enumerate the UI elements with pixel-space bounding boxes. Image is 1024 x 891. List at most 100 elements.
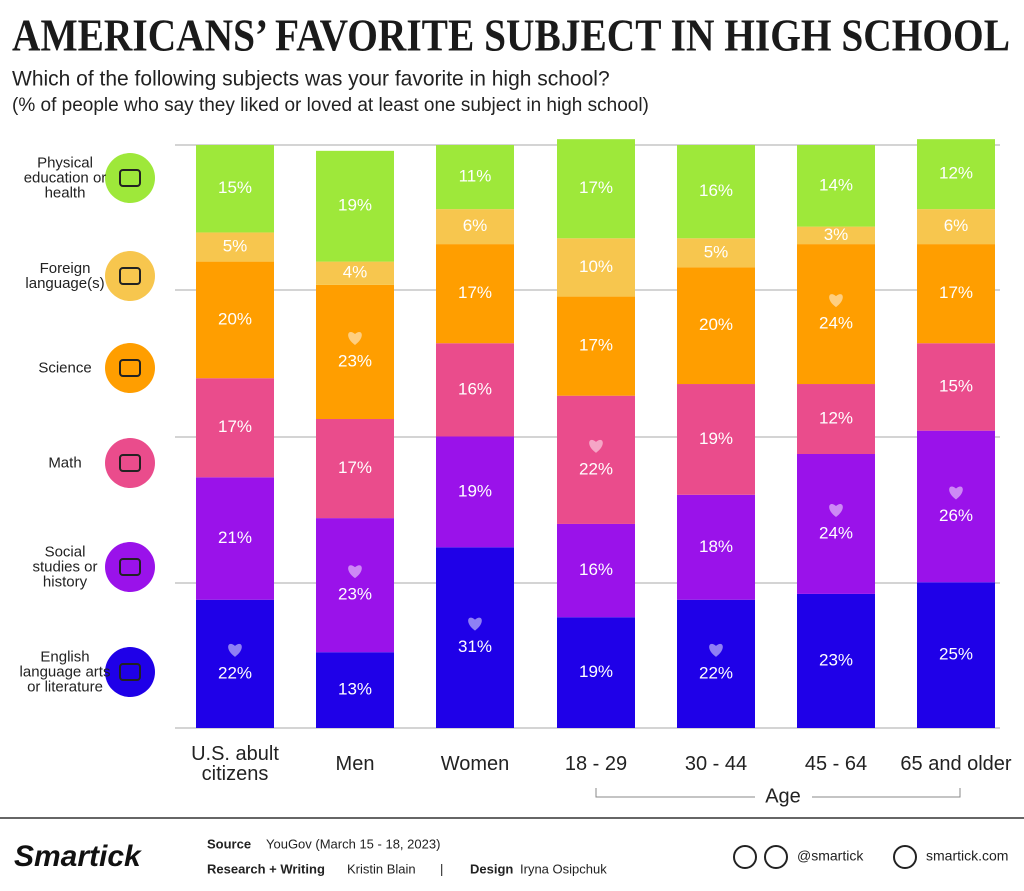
value-label: 17% <box>579 178 613 197</box>
bar-segment <box>797 593 875 728</box>
value-label: 14% <box>819 175 853 194</box>
bar-segment <box>436 145 514 210</box>
value-label: 5% <box>704 242 729 261</box>
research-label: Research + Writing <box>207 861 325 876</box>
x-tick-label: Men <box>335 753 375 775</box>
value-label: 10% <box>579 257 613 276</box>
bar-segment <box>316 261 394 285</box>
bar-segment <box>316 419 394 519</box>
favorite-heart <box>949 486 963 500</box>
bar-segment <box>797 226 875 245</box>
bar-segment <box>196 477 274 600</box>
legend-icon-glyph <box>119 267 141 285</box>
value-label: 25% <box>939 645 973 664</box>
bar-segment <box>917 343 995 431</box>
value-label: 23% <box>338 585 372 604</box>
bar-segment <box>677 384 755 495</box>
legend-label: Math <box>48 454 82 472</box>
bar-segment <box>557 523 635 618</box>
bar-segment <box>917 139 995 210</box>
legend-icon <box>105 343 155 393</box>
value-label: 17% <box>579 336 613 355</box>
value-label: 26% <box>939 506 973 525</box>
age-bracket <box>595 788 961 798</box>
legend-icon-glyph <box>119 169 141 187</box>
website[interactable]: smartick.com <box>926 848 1008 864</box>
value-label: 16% <box>699 181 733 200</box>
value-label: 20% <box>699 315 733 334</box>
value-label: 3% <box>824 225 849 244</box>
value-label: 20% <box>218 309 252 328</box>
bar-segment <box>797 384 875 454</box>
value-label: 22% <box>699 663 733 682</box>
web-icon[interactable] <box>893 845 917 869</box>
value-label: 19% <box>338 196 372 215</box>
social-handle[interactable]: @smartick <box>797 848 864 864</box>
group-label: Age <box>765 785 801 807</box>
x-tick-label: 18 - 29 <box>564 753 628 775</box>
value-label: 17% <box>338 458 372 477</box>
favorite-heart <box>829 294 843 308</box>
bar-segment <box>196 145 274 233</box>
legend-icon <box>105 647 155 697</box>
bar-segment <box>797 453 875 594</box>
bar-segment <box>917 582 995 728</box>
separator: | <box>440 861 443 876</box>
value-label: 12% <box>939 164 973 183</box>
value-label: 4% <box>343 263 368 282</box>
legend-label: Science <box>38 359 92 377</box>
value-label: 19% <box>699 429 733 448</box>
value-label: 16% <box>458 379 492 398</box>
bar-segment <box>557 617 635 728</box>
value-label: 21% <box>218 528 252 547</box>
twitter-icon[interactable] <box>733 845 757 869</box>
legend-icon <box>105 251 155 301</box>
bar-segment <box>316 652 394 728</box>
value-label: 5% <box>223 237 248 256</box>
legend-label: Physical education or health <box>23 154 107 202</box>
favorite-heart <box>709 643 723 657</box>
legend-icon <box>105 438 155 488</box>
bar-segment <box>677 145 755 239</box>
source: YouGov (March 15 - 18, 2023) <box>266 836 440 851</box>
chart-subtitle: Which of the following subjects was your… <box>12 68 610 91</box>
legend-label: Social studies or history <box>32 543 98 591</box>
legend-icon-glyph <box>119 558 141 576</box>
value-label: 12% <box>819 408 853 427</box>
value-label: 31% <box>458 637 492 656</box>
value-label: 16% <box>579 560 613 579</box>
bar-segment <box>436 547 514 728</box>
value-label: 19% <box>458 481 492 500</box>
x-tick-label: 65 and older <box>900 753 1012 775</box>
value-label: 17% <box>218 417 252 436</box>
bar-segment <box>196 232 274 262</box>
design: Iryna Osipchuk <box>520 861 607 876</box>
legend-icon <box>105 153 155 203</box>
legend-icon-glyph <box>119 359 141 377</box>
bar-segment <box>557 395 635 524</box>
x-tick-label: 30 - 44 <box>684 753 748 775</box>
chart-title: AMERICANS’ FAVORITE SUBJECT IN HIGH SCHO… <box>12 10 1010 61</box>
bar-segment <box>436 343 514 437</box>
value-label: 15% <box>218 178 252 197</box>
x-tick-label: U.S. abult citizens <box>191 743 279 785</box>
value-label: 19% <box>579 662 613 681</box>
bar-segment <box>557 296 635 396</box>
bar-segment <box>196 261 274 379</box>
value-label: 15% <box>939 376 973 395</box>
legend-label: Foreign language(s) <box>25 260 105 292</box>
instagram-icon[interactable] <box>764 845 788 869</box>
design-label: Design <box>470 861 513 876</box>
brand-logo: Smartick <box>14 840 142 873</box>
legend-label: English language arts or literature <box>19 648 111 696</box>
bar-segment <box>677 494 755 600</box>
bar-segment <box>316 284 394 420</box>
value-label: 6% <box>944 216 969 235</box>
bar-segment <box>316 150 394 262</box>
favorite-heart <box>348 565 362 579</box>
value-label: 11% <box>459 167 492 186</box>
value-label: 23% <box>338 351 372 370</box>
favorite-heart <box>348 332 362 345</box>
bar-segment <box>917 430 995 583</box>
